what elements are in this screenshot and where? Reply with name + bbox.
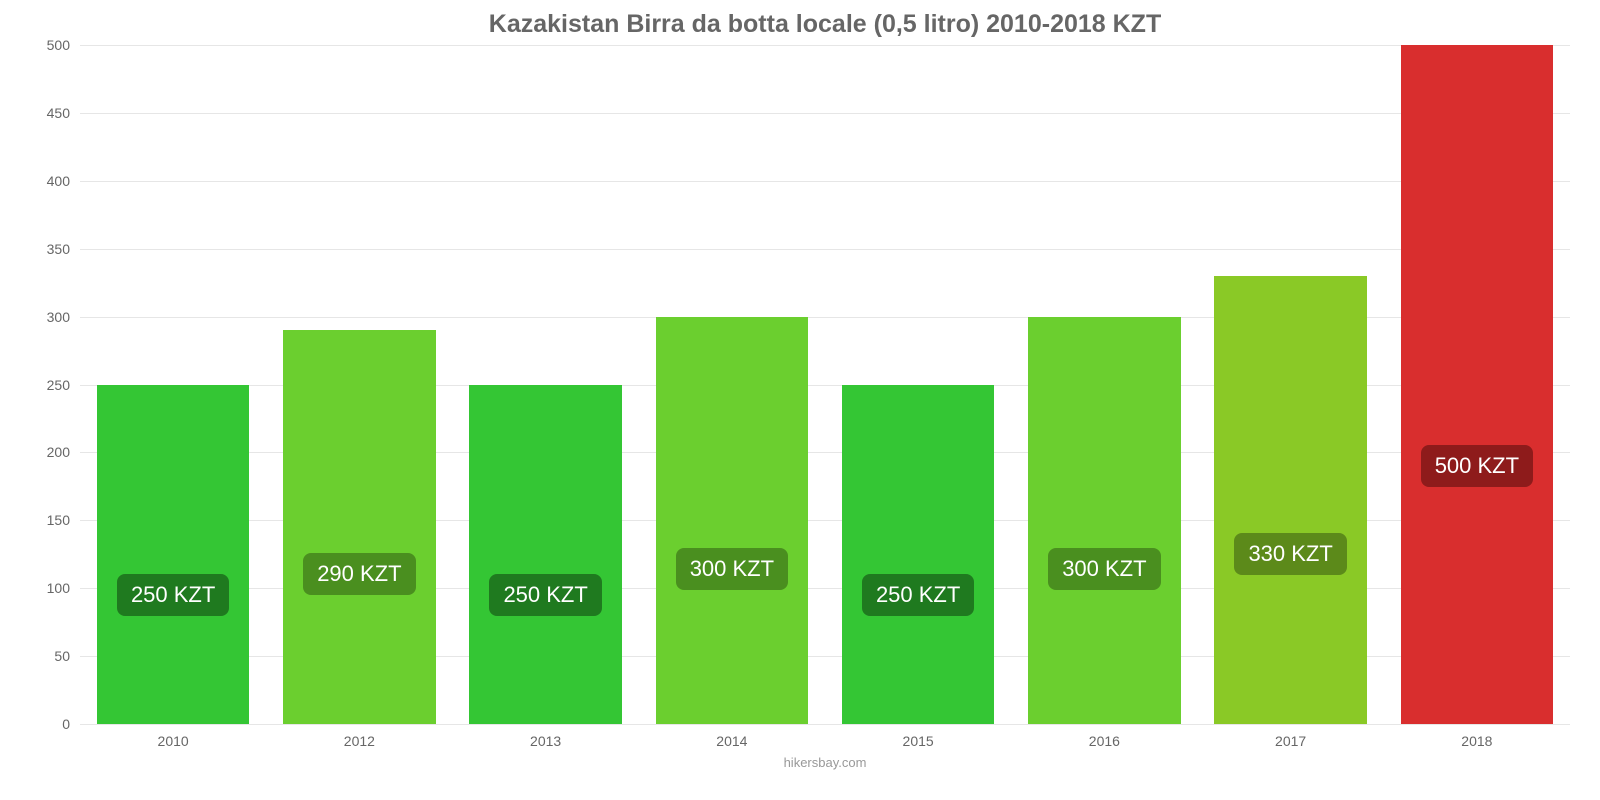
bar: 300 KZT [656, 317, 809, 724]
x-tick-label: 2017 [1198, 733, 1384, 749]
x-tick-label: 2018 [1384, 733, 1570, 749]
bar: 500 KZT [1401, 45, 1554, 724]
bar-slot: 250 KZT [453, 45, 639, 724]
bar-value-label: 250 KZT [117, 574, 229, 616]
bar: 250 KZT [469, 385, 622, 725]
x-tick-label: 2014 [639, 733, 825, 749]
bar-value-label: 330 KZT [1234, 533, 1346, 575]
bar-slot: 250 KZT [80, 45, 266, 724]
x-axis: 20102012201320142015201620172018 [80, 733, 1570, 749]
chart-title: Kazakistan Birra da botta locale (0,5 li… [80, 10, 1570, 39]
bar: 250 KZT [842, 385, 995, 725]
chart-container: Kazakistan Birra da botta locale (0,5 li… [0, 0, 1600, 800]
bar-slot: 300 KZT [1011, 45, 1197, 724]
y-tick-label: 50 [30, 648, 70, 664]
y-tick-label: 500 [30, 37, 70, 53]
x-tick-label: 2016 [1011, 733, 1197, 749]
bar-slot: 330 KZT [1198, 45, 1384, 724]
bar-slot: 500 KZT [1384, 45, 1570, 724]
bar: 330 KZT [1214, 276, 1367, 724]
bar-value-label: 500 KZT [1421, 445, 1533, 487]
bar-value-label: 300 KZT [1048, 548, 1160, 590]
y-tick-label: 350 [30, 241, 70, 257]
bars-group: 250 KZT 290 KZT 250 KZT 300 KZT 250 KZT 300 K… [80, 45, 1570, 724]
bar: 300 KZT [1028, 317, 1181, 724]
y-tick-label: 150 [30, 512, 70, 528]
y-tick-label: 250 [30, 377, 70, 393]
y-tick-label: 200 [30, 444, 70, 460]
y-tick-label: 400 [30, 173, 70, 189]
bar-value-label: 250 KZT [489, 574, 601, 616]
bar: 250 KZT [97, 385, 250, 725]
bar-value-label: 300 KZT [676, 548, 788, 590]
x-tick-label: 2013 [453, 733, 639, 749]
bar: 290 KZT [283, 330, 436, 724]
bar-value-label: 290 KZT [303, 553, 415, 595]
y-tick-label: 450 [30, 105, 70, 121]
plot-area: 050100150200250300350400450500 250 KZT29… [80, 45, 1570, 725]
x-tick-label: 2015 [825, 733, 1011, 749]
credit-text: hikersbay.com [80, 755, 1570, 770]
y-tick-label: 0 [30, 716, 70, 732]
x-tick-label: 2012 [266, 733, 452, 749]
y-tick-label: 300 [30, 309, 70, 325]
x-tick-label: 2010 [80, 733, 266, 749]
bar-slot: 250 KZT [825, 45, 1011, 724]
bar-slot: 300 KZT [639, 45, 825, 724]
y-tick-label: 100 [30, 580, 70, 596]
bar-value-label: 250 KZT [862, 574, 974, 616]
bar-slot: 290 KZT [266, 45, 452, 724]
gridline [80, 724, 1570, 725]
